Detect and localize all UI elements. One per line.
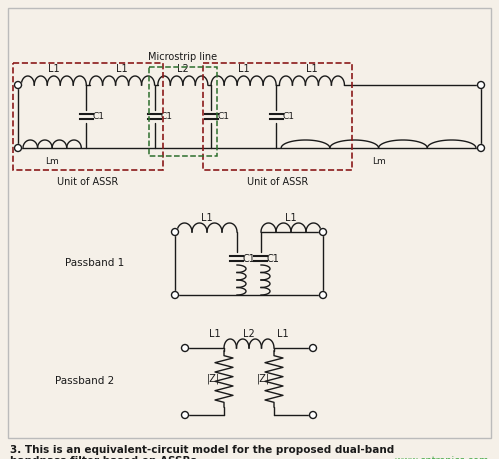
Circle shape (319, 229, 326, 235)
Circle shape (478, 145, 485, 151)
Text: C1: C1 (266, 253, 279, 263)
Bar (13, 63, 163, 170)
Circle shape (14, 145, 21, 151)
Circle shape (182, 345, 189, 352)
Circle shape (309, 345, 316, 352)
Bar (203, 63, 352, 170)
Circle shape (319, 291, 326, 298)
Text: bandpass filter based on ASSRs.: bandpass filter based on ASSRs. (10, 456, 201, 459)
Text: L1: L1 (116, 64, 128, 74)
Text: L2: L2 (177, 64, 189, 74)
Circle shape (14, 82, 21, 89)
Text: www.cntronics.com: www.cntronics.com (395, 456, 489, 459)
Text: L1: L1 (48, 64, 59, 74)
Text: C1: C1 (161, 112, 173, 121)
Text: C1: C1 (92, 112, 104, 121)
Circle shape (172, 291, 179, 298)
Text: L1: L1 (306, 64, 318, 74)
Text: 3. This is an equivalent-circuit model for the proposed dual-band: 3. This is an equivalent-circuit model f… (10, 445, 394, 455)
Text: |Z|: |Z| (257, 374, 270, 384)
Text: C1: C1 (217, 112, 229, 121)
Circle shape (182, 412, 189, 419)
Text: L1: L1 (210, 329, 221, 339)
Text: C1: C1 (282, 112, 294, 121)
Text: Lm: Lm (45, 157, 59, 167)
Text: Microstrip line: Microstrip line (148, 52, 218, 62)
Text: L1: L1 (201, 213, 213, 223)
Bar (149, 67, 217, 156)
Circle shape (309, 412, 316, 419)
Text: L1: L1 (238, 64, 250, 74)
Text: Unit of ASSR: Unit of ASSR (247, 177, 308, 187)
Text: Unit of ASSR: Unit of ASSR (57, 177, 119, 187)
Text: |Z|: |Z| (207, 374, 220, 384)
Text: C1: C1 (243, 253, 255, 263)
Text: L1: L1 (285, 213, 297, 223)
Text: Passband 2: Passband 2 (55, 376, 114, 386)
Text: Lm: Lm (372, 157, 385, 167)
Text: Passband 1: Passband 1 (65, 258, 124, 269)
Circle shape (478, 82, 485, 89)
Text: L1: L1 (277, 329, 288, 339)
Text: L2: L2 (243, 329, 255, 339)
Circle shape (172, 229, 179, 235)
